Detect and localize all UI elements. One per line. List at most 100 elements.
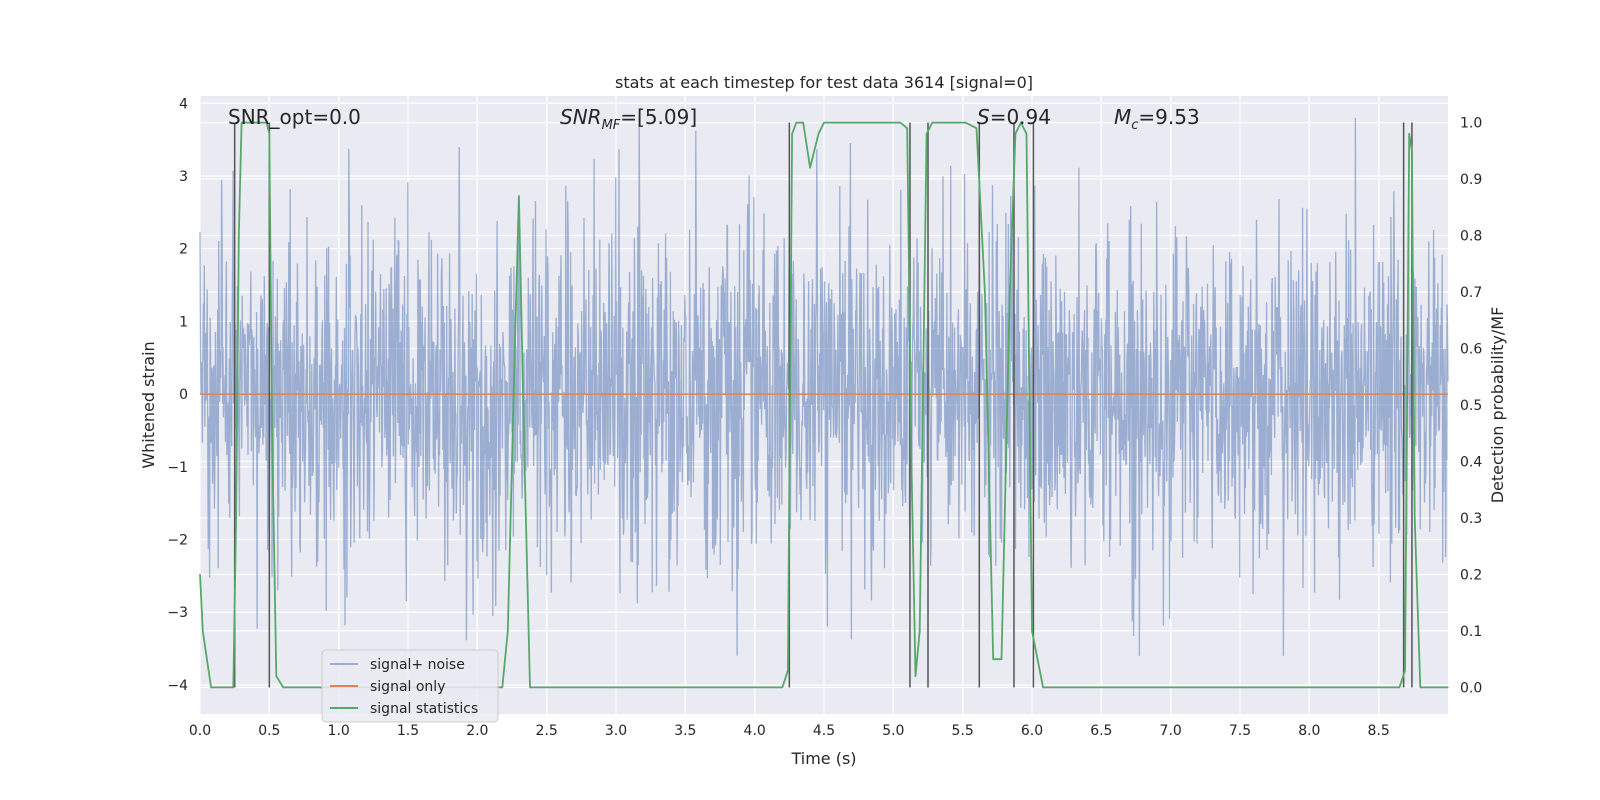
signal-statistics-point <box>238 234 240 237</box>
signal-statistics-point <box>1000 658 1003 660</box>
mc-value: =9.53 <box>1138 105 1199 129</box>
legend-label-signal-statistics: signal statistics <box>370 701 478 717</box>
signal-statistics-point <box>1048 686 1050 689</box>
chart-title: stats at each timestep for test data 361… <box>615 73 1033 92</box>
signal-statistics-point <box>914 675 917 677</box>
y2-tick-label: 0.3 <box>1460 511 1482 527</box>
legend-label-signal-noise: signal+ noise <box>370 657 465 673</box>
signal-statistics-point <box>823 121 825 124</box>
x-tick-label: 3.0 <box>605 723 627 739</box>
annotation-s: S=0.94 <box>977 105 1051 129</box>
signal-statistics-point <box>271 432 273 434</box>
annotation-mc: Mc=9.53 <box>1114 105 1200 133</box>
signal-statistics-point <box>1447 686 1449 689</box>
y-tick-label: −1 <box>167 460 188 476</box>
x-tick-label: 1.5 <box>397 723 419 739</box>
y-ticks: 4 3 2 1 0 −1 −2 −3 −4 <box>167 96 188 694</box>
signal-statistics-point <box>1014 133 1016 135</box>
x-tick-label: 7.5 <box>1229 723 1251 739</box>
signal-statistics-point <box>791 133 793 135</box>
signal-statistics-point <box>206 658 208 660</box>
y2-ticks: 1.0 0.9 0.8 0.7 0.6 0.5 0.4 0.3 0.2 0.1 0.0 <box>1460 116 1482 697</box>
y2-tick-label: 0.6 <box>1460 342 1482 358</box>
noise-line <box>199 117 1449 656</box>
signal-statistics-point <box>523 460 526 463</box>
s-value: =0.94 <box>990 105 1051 129</box>
signal-statistics-point <box>992 658 994 660</box>
y2-tick-label: 0.1 <box>1460 624 1482 640</box>
signal-statistics-point <box>235 517 237 519</box>
signal-statistics-point <box>809 167 811 169</box>
x-tick-label: 4.0 <box>744 723 766 739</box>
y2-tick-label: 0.8 <box>1460 229 1482 245</box>
x-tick-label: 6.0 <box>1021 723 1043 739</box>
x-tick-label: 5.5 <box>952 723 974 739</box>
signal-statistics-point <box>514 347 516 350</box>
signal-statistics-point <box>984 291 986 293</box>
signal-statistics-point <box>919 630 921 632</box>
signal-statistics-point <box>1404 669 1406 672</box>
signal-statistics-point <box>964 121 967 124</box>
y2-tick-label: 0.2 <box>1460 567 1482 583</box>
signal-statistics-point <box>210 686 212 689</box>
signal-statistics-point <box>227 686 229 689</box>
signal-statistics-point <box>275 675 277 677</box>
y2-tick-label: 1.0 <box>1460 116 1482 132</box>
y-tick-label: −3 <box>167 605 188 621</box>
snr-mf-subscript: MF <box>602 118 621 133</box>
signal-statistics-point <box>931 121 933 124</box>
signal-statistics-point <box>1009 291 1011 293</box>
signal-statistics-point <box>1025 133 1028 135</box>
series-signal-noise <box>199 117 1449 656</box>
mc-symbol: M <box>1114 105 1131 129</box>
x-tick-label: 8.0 <box>1298 723 1320 739</box>
series-signal-statistics <box>199 121 1449 689</box>
y-tick-label: 0 <box>179 387 188 403</box>
x-tick-label: 3.5 <box>674 723 696 739</box>
signal-statistics-point <box>220 686 222 689</box>
signal-statistics-point <box>1020 121 1022 124</box>
legend-box <box>321 649 499 723</box>
x-tick-label: 2.5 <box>536 723 558 739</box>
signal-statistics-point <box>501 686 503 689</box>
signal-statistics-point <box>265 121 268 124</box>
x-tick-label: 8.5 <box>1368 723 1390 739</box>
annotation-snr-mf: SNRMF=[5.09] <box>560 105 697 133</box>
signal-statistics-point <box>518 195 520 197</box>
s-symbol: S <box>977 105 990 129</box>
signal-statistics-point <box>199 573 201 576</box>
signal-statistics-point <box>241 121 243 124</box>
signal-statistics-point <box>975 127 978 129</box>
signal-statistics-point <box>817 133 820 135</box>
signal-statistics-point <box>1414 517 1416 519</box>
x-axis-label: Time (s) <box>790 749 856 768</box>
x-tick-label: 0.0 <box>189 723 211 739</box>
y-tick-label: 3 <box>179 169 188 185</box>
snr-mf-value: =[5.09] <box>620 105 697 129</box>
y-tick-label: −4 <box>167 678 188 694</box>
x-tick-label: 0.5 <box>258 723 280 739</box>
y2-tick-label: 0.5 <box>1460 398 1482 414</box>
x-tick-label: 4.5 <box>813 723 835 739</box>
signal-statistics-point <box>1411 150 1413 152</box>
signal-statistics-point <box>795 121 797 124</box>
signal-statistics-point <box>802 121 804 124</box>
x-ticks: 0.0 0.5 1.0 1.5 2.0 2.5 3.0 3.5 4.0 4.5 5.0 5.5 6.0 6… <box>189 723 1390 739</box>
annotation-snr-opt: SNR_opt=0.0 <box>228 105 361 129</box>
y-tick-label: 2 <box>179 242 188 258</box>
signal-statistics-point <box>1419 686 1421 689</box>
y-tick-label: −2 <box>167 533 188 549</box>
y-axis-label: Whitened strain <box>139 341 158 468</box>
y2-tick-label: 0.4 <box>1460 454 1482 470</box>
y-tick-label: 4 <box>179 96 188 112</box>
signal-statistics-point <box>1042 686 1044 689</box>
signal-statistics-point <box>1427 686 1430 689</box>
legend: signal+ noise signal only signal statist… <box>321 649 499 723</box>
y2-axis-label: Detection probability/MF <box>1488 307 1507 504</box>
signal-statistics-point <box>1408 133 1410 135</box>
signal-statistics-point <box>899 121 901 124</box>
x-tick-label: 5.0 <box>882 723 904 739</box>
x-tick-label: 1.0 <box>328 723 350 739</box>
signal-statistics-point <box>282 686 284 689</box>
